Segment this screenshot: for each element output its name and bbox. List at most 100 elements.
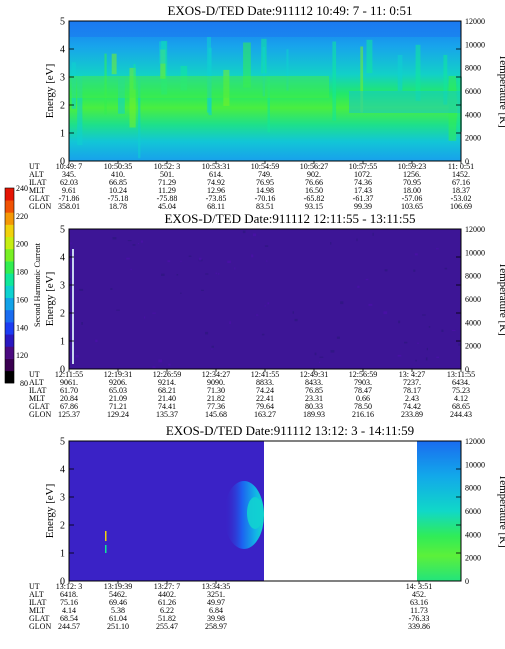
right-y-tick-label: 10000: [465, 40, 485, 49]
orbit-value: 13:19:39: [104, 582, 132, 591]
orbit-value: 76.95: [256, 178, 274, 187]
right-y-tick-label: 6000: [465, 295, 481, 304]
y-tick-label: 4: [60, 465, 65, 476]
orbit-value: 10:56:27: [300, 162, 328, 171]
orbit-value: 78.17: [403, 386, 421, 395]
heatmap-streak: [208, 47, 212, 116]
orbit-value: 71.29: [158, 178, 176, 187]
orbit-value: 69.46: [109, 598, 127, 607]
orbit-row-label: GLON: [29, 622, 51, 631]
colorbar-cell: [5, 212, 14, 225]
orbit-value: 10:59:23: [398, 162, 426, 171]
orbit-value: 49.97: [207, 598, 225, 607]
panel-3-ylabel-right: Temperature [K]: [497, 474, 505, 547]
heatmap-streak: [138, 80, 141, 159]
orbit-value: 1072.: [354, 170, 372, 179]
heatmap-streak: [267, 76, 270, 133]
right-y-tick-label: 6000: [465, 87, 481, 96]
heatmap-speck: [356, 238, 358, 242]
orbit-value: 8433.: [305, 378, 323, 387]
heatmap-speck: [267, 302, 270, 305]
orbit-value: 452.: [412, 590, 426, 599]
orbit-value: 7903.: [354, 378, 372, 387]
right-y-tick-label: 2000: [465, 134, 481, 143]
heatmap-speck: [330, 350, 335, 353]
orbit-value: -65.82: [304, 194, 325, 203]
heatmap-streak: [77, 74, 83, 146]
right-y-tick-label: 8000: [465, 484, 481, 493]
orbit-row-label: UT: [29, 370, 40, 379]
orbit-value: 902.: [307, 170, 321, 179]
orbit-value: 9061.: [60, 378, 78, 387]
panel-1-right-y-ticks: 0 2000 4000 6000 8000 10000 12000: [465, 17, 485, 166]
colorbar-cell: [5, 370, 14, 384]
heatmap-speck: [398, 320, 401, 324]
colorbar-cell: [5, 261, 14, 274]
heatmap-speck: [292, 311, 294, 314]
orbit-value: -75.88: [157, 194, 178, 203]
orbit-value: 5462.: [109, 590, 127, 599]
orbit-value: 18.37: [452, 186, 470, 195]
y-tick-label: 3: [60, 281, 65, 292]
heatmap-speck: [253, 233, 257, 237]
heatmap-speck: [425, 357, 428, 361]
panel-1: EXOS-D/TED Date:911112 10:49: 7 - 11: 0:…: [29, 3, 505, 211]
orbit-value: 13:34:35: [202, 582, 230, 591]
colorbar-cell: [5, 200, 14, 213]
heatmap-streak: [104, 53, 107, 115]
heatmap-speck: [215, 272, 217, 275]
orbit-value: 63.16: [410, 598, 428, 607]
heatmap-speck: [426, 347, 428, 351]
orbit-value: 244.57: [58, 622, 80, 631]
orbit-value: 70.95: [403, 178, 421, 187]
right-y-tick-label: 8000: [465, 64, 481, 73]
heatmap-speck: [126, 257, 130, 260]
orbit-value: 345.: [62, 170, 76, 179]
orbit-value: -73.85: [206, 194, 227, 203]
orbit-value: 12:26:59: [153, 370, 181, 379]
orbit-value: 244.43: [450, 410, 472, 419]
heatmap-speck: [458, 343, 462, 346]
heatmap-speck: [81, 322, 83, 325]
heatmap-speck: [255, 314, 259, 316]
orbit-value: 255.47: [156, 622, 178, 631]
heatmap-streak: [443, 54, 448, 105]
orbit-value: 2.43: [405, 394, 419, 403]
heatmap-streak: [223, 69, 230, 106]
orbit-value: 7237.: [403, 378, 421, 387]
colorbar-cell: [5, 309, 14, 323]
right-y-tick-label: 6000: [465, 507, 481, 516]
panel-2-title: EXOS-D/TED Date:911112 12:11:55 - 13:11:…: [164, 211, 415, 226]
orbit-value: 145.68: [205, 410, 227, 419]
panel-2-ylabel-right: Temperature [K]: [497, 262, 505, 335]
orbit-value: 23.31: [305, 394, 323, 403]
orbit-value: 76.66: [305, 178, 323, 187]
heatmap-speck: [152, 366, 156, 369]
heatmap-speck: [201, 289, 204, 291]
orbit-value: 62.03: [60, 178, 78, 187]
heatmap-streak: [332, 41, 337, 121]
orbit-value: 10:52: 3: [154, 162, 180, 171]
colorbar-cell: [5, 346, 14, 359]
orbit-value: -70.16: [255, 194, 276, 203]
panel-1-title: EXOS-D/TED Date:911112 10:49: 7 - 11: 0:…: [167, 3, 412, 18]
heatmap-speck: [422, 314, 426, 316]
orbit-value: 0.66: [356, 394, 370, 403]
orbit-value: 10:57:55: [349, 162, 377, 171]
orbit-value: 74.41: [158, 402, 176, 411]
heatmap-speck: [205, 273, 209, 275]
right-y-tick-label: 10000: [465, 460, 485, 469]
orbit-value: 20.84: [60, 394, 78, 403]
panel-3-frame: [68, 440, 462, 582]
orbit-value: 614.: [209, 170, 223, 179]
orbit-value: 16.50: [305, 186, 323, 195]
heatmap-speck: [168, 363, 171, 366]
heatmap-streak: [129, 67, 136, 128]
orbit-value: 17.43: [354, 186, 372, 195]
heatmap-speck: [176, 274, 179, 276]
orbit-value: 45.04: [158, 202, 176, 211]
colorbar-tick-label: 120: [16, 351, 28, 360]
colorbar-tick-label: 160: [16, 295, 28, 304]
orbit-value: 21.09: [109, 394, 127, 403]
